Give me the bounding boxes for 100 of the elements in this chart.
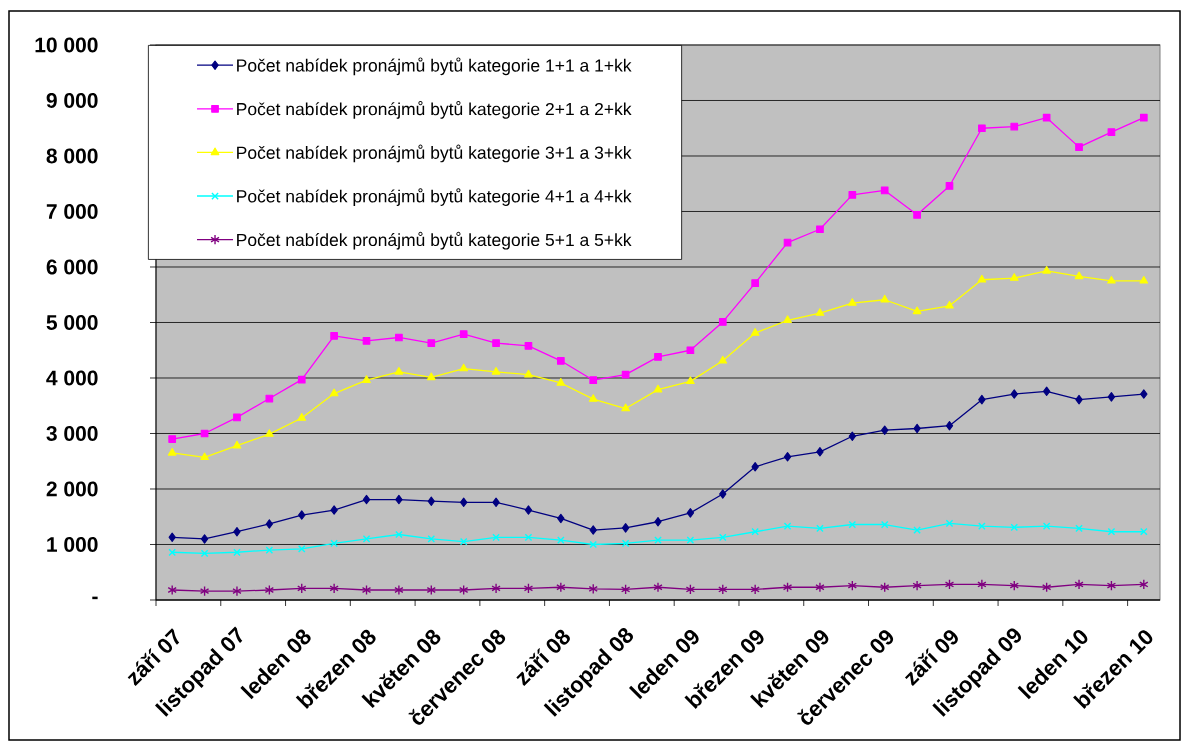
point — [945, 519, 954, 528]
point — [1010, 523, 1018, 531]
point — [977, 274, 987, 283]
point — [362, 336, 371, 345]
point — [945, 579, 954, 590]
point — [362, 585, 371, 595]
point — [459, 363, 469, 372]
point — [589, 376, 598, 385]
y-tick-label: 8 000 — [46, 148, 98, 164]
point — [588, 584, 598, 594]
point — [265, 585, 274, 595]
legend-label: Počet nabídek pronájmů bytů kategorie 4+1 a 4+kk — [237, 188, 632, 206]
point — [1042, 582, 1051, 592]
point — [1139, 275, 1149, 284]
point — [557, 513, 565, 524]
y-tick-label: 5 000 — [46, 315, 98, 330]
point — [1140, 528, 1148, 536]
y-tick-label: 6 000 — [46, 259, 98, 275]
point — [848, 191, 857, 199]
point — [1043, 522, 1051, 530]
point — [200, 534, 209, 544]
legend-label: Počet nabídek pronájmů bytů kategorie 5+1 a 5+kk — [237, 231, 632, 250]
point — [492, 497, 500, 508]
point — [913, 526, 921, 534]
point — [751, 462, 759, 472]
y-tick-label: 4 000 — [46, 370, 98, 386]
point — [232, 440, 242, 449]
point — [1042, 113, 1051, 122]
point — [298, 545, 306, 553]
point — [233, 526, 241, 537]
point — [1107, 580, 1116, 591]
point — [459, 497, 468, 508]
point — [1010, 122, 1019, 131]
point — [459, 585, 469, 595]
point — [297, 413, 307, 421]
point — [1009, 273, 1019, 281]
point — [621, 403, 630, 412]
point — [168, 548, 176, 556]
point — [719, 533, 727, 541]
point — [200, 452, 209, 461]
point — [847, 298, 857, 306]
point — [492, 339, 500, 347]
point — [232, 586, 242, 596]
point — [621, 584, 630, 595]
point — [589, 525, 597, 535]
point — [556, 356, 565, 365]
point — [1139, 113, 1148, 122]
point — [524, 369, 533, 378]
point — [881, 425, 889, 435]
point — [653, 582, 663, 592]
legend-label: Počet nabídek pronájmů bytů kategorie 3+1 a 3+kk — [237, 144, 632, 163]
point — [1107, 128, 1116, 136]
point — [1107, 392, 1116, 402]
point — [750, 328, 760, 336]
point — [1107, 528, 1116, 536]
point — [330, 505, 338, 515]
point — [1075, 143, 1083, 151]
point — [329, 388, 339, 397]
point — [783, 315, 792, 324]
point — [880, 186, 889, 195]
point — [815, 582, 825, 592]
point — [621, 370, 630, 379]
point — [751, 279, 760, 287]
point — [1042, 386, 1051, 397]
point — [978, 522, 986, 530]
point — [168, 532, 176, 543]
point — [265, 429, 274, 437]
point — [945, 300, 954, 309]
point — [686, 346, 695, 355]
point — [913, 210, 921, 219]
point — [783, 238, 792, 247]
point — [783, 582, 792, 592]
point — [654, 353, 662, 361]
point — [460, 538, 468, 546]
y-tick-label: 10 000 — [35, 37, 98, 53]
legend-label: Počet nabídek pronájmů bytů kategorie 2+1 a 2+kk — [237, 101, 632, 119]
point — [686, 508, 695, 518]
point — [815, 308, 825, 316]
point — [783, 452, 792, 462]
point — [1107, 275, 1116, 284]
point — [556, 582, 566, 592]
point — [588, 394, 598, 402]
point — [913, 423, 921, 434]
point — [427, 496, 435, 506]
y-tick-label: 1 000 — [47, 537, 98, 552]
point — [167, 447, 177, 456]
point — [394, 366, 404, 375]
point — [654, 516, 662, 527]
y-tick-label: - — [92, 596, 98, 600]
point — [265, 394, 274, 403]
point — [945, 420, 954, 431]
point — [298, 510, 306, 520]
point — [491, 366, 501, 375]
y-tick-label: 3 000 — [46, 426, 98, 441]
point — [751, 528, 759, 536]
point — [686, 376, 695, 385]
point — [233, 413, 241, 422]
point — [362, 375, 371, 383]
point — [978, 124, 986, 133]
point — [297, 583, 307, 593]
